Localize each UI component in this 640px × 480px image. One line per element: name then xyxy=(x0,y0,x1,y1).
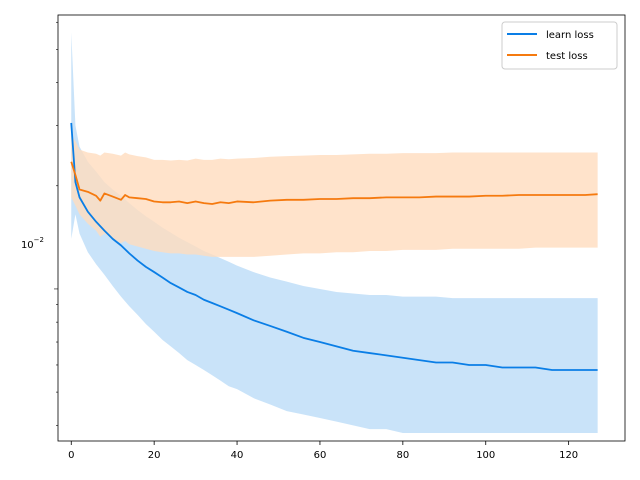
y-tick-label-base: 10 xyxy=(21,240,34,251)
x-tick-label: 40 xyxy=(231,450,244,461)
band-test-loss xyxy=(71,135,598,257)
series-line-test-loss xyxy=(70,161,598,205)
confidence-bands xyxy=(71,32,598,433)
series-lines xyxy=(70,122,598,371)
x-tick-label: 20 xyxy=(148,450,161,461)
x-tick-label: 120 xyxy=(559,450,578,461)
plot-area: 0 20 40 60 80 100 120 10−2 xyxy=(21,14,626,461)
x-axis-ticks: 0 20 40 60 80 100 120 xyxy=(68,441,578,461)
legend: learn loss test loss xyxy=(501,21,618,70)
y-tick-label: 10−2 xyxy=(21,236,44,251)
x-tick-label: 60 xyxy=(314,450,327,461)
y-tick-label-exponent: −2 xyxy=(34,236,44,244)
x-tick-label: 0 xyxy=(68,450,74,461)
x-tick-label: 80 xyxy=(396,450,409,461)
legend-label-test-loss: test loss xyxy=(546,51,588,62)
axes-frame xyxy=(57,14,626,442)
band-learn-loss xyxy=(71,32,598,433)
x-tick-label: 100 xyxy=(476,450,495,461)
series-line-learn-loss xyxy=(70,122,598,371)
y-axis-ticks: 10−2 xyxy=(21,21,58,426)
legend-label-learn-loss: learn loss xyxy=(546,30,594,41)
